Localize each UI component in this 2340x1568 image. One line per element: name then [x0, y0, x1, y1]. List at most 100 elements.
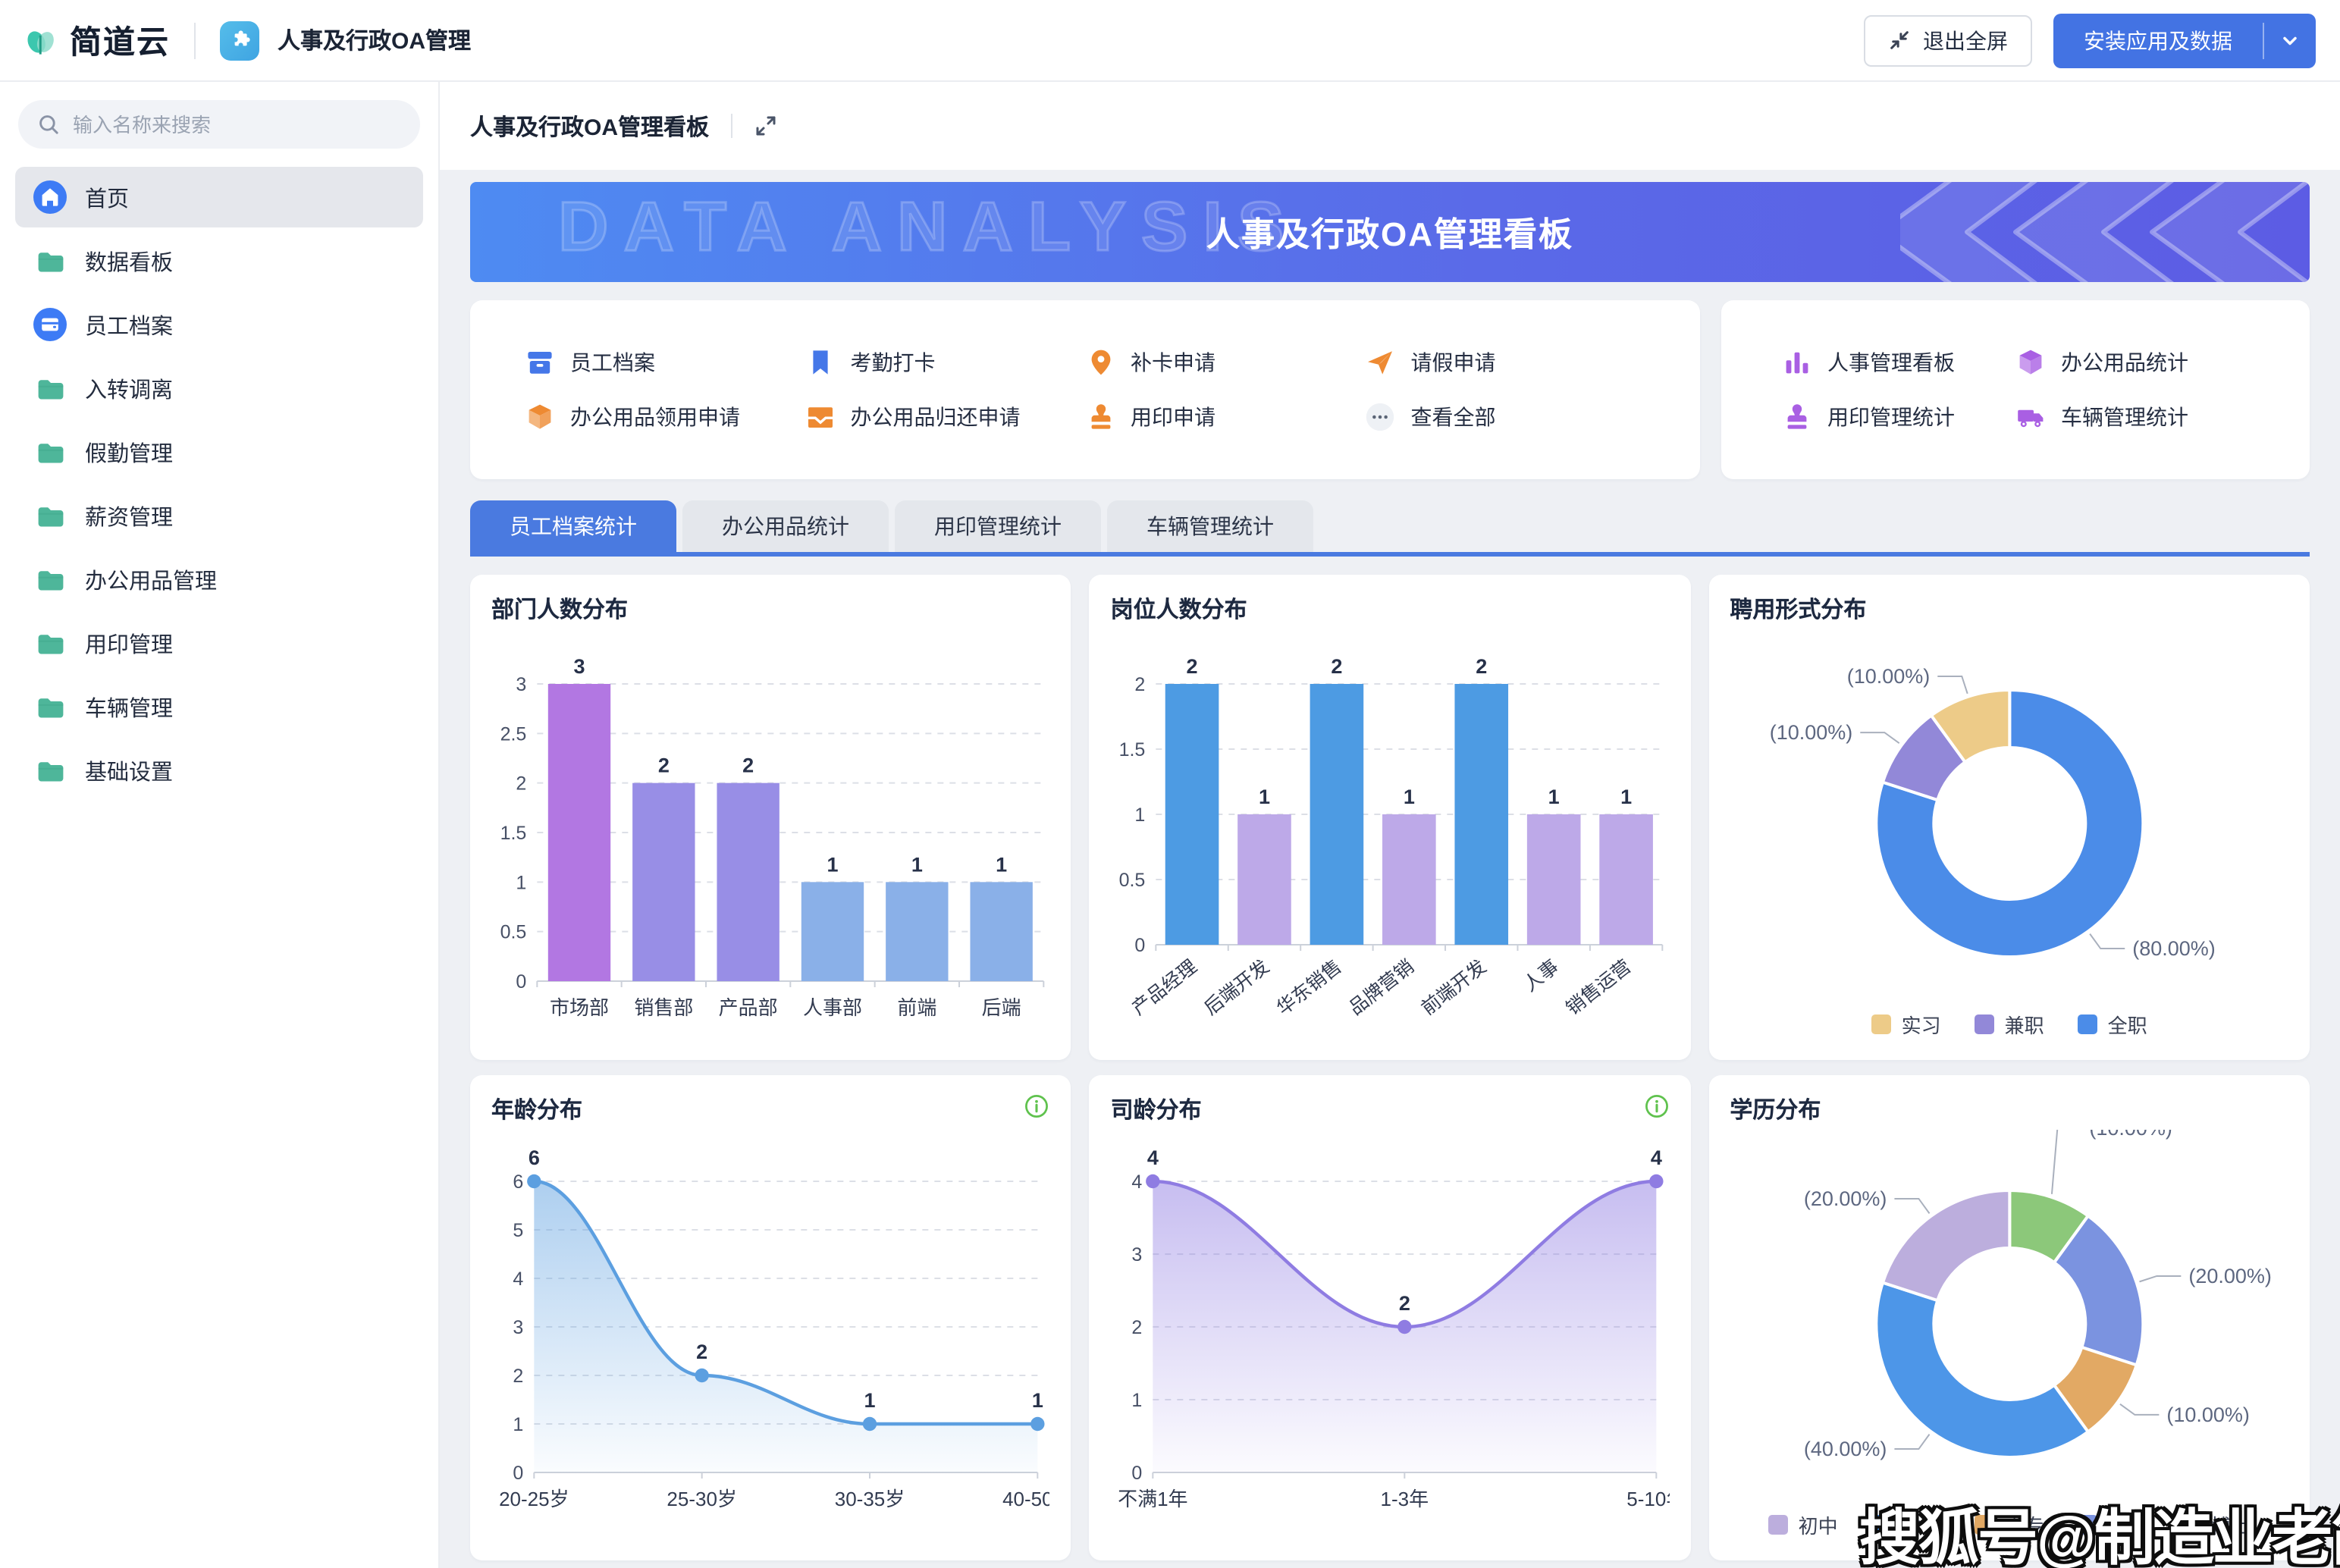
legend-item-全职[interactable]: 全职	[2077, 1009, 2147, 1038]
sidebar-item-入转调离[interactable]: 入转调离	[15, 358, 423, 419]
svg-text:25-30岁: 25-30岁	[667, 1488, 737, 1510]
dashboard-content: DATA ANALYSIS 人事及行政OA管理看板 员工档案 考勤打卡 补卡申请 请假…	[440, 170, 2340, 1568]
stamp-icon	[1085, 402, 1115, 432]
svg-text:2: 2	[1399, 1292, 1410, 1315]
svg-text:20-25岁: 20-25岁	[499, 1488, 569, 1510]
svg-text:产品部: 产品部	[719, 996, 778, 1019]
legend-item-大专[interactable]: 大专	[1974, 1510, 2044, 1538]
legend-swatch	[1871, 1514, 1891, 1534]
sidebar-item-假勤管理[interactable]: 假勤管理	[15, 422, 423, 482]
legend-item-硕士[interactable]: 硕士	[2077, 1510, 2147, 1538]
svg-text:0: 0	[513, 1463, 523, 1484]
sidebar-item-车辆管理[interactable]: 车辆管理	[15, 676, 423, 737]
legend-item-实习[interactable]: 实习	[1871, 1009, 1941, 1038]
install-app-label: 安装应用及数据	[2084, 28, 2232, 52]
quick-link-考勤打卡[interactable]: 考勤打卡	[805, 347, 1086, 378]
quick-link-label: 用印申请	[1131, 405, 1215, 429]
sidebar-item-员工档案[interactable]: 员工档案	[15, 294, 423, 355]
legend-label: 兼职	[2004, 1014, 2044, 1036]
svg-text:1: 1	[864, 1389, 875, 1412]
svg-text:0: 0	[516, 971, 526, 993]
svg-text:(10.00%): (10.00%)	[1769, 721, 1852, 744]
tab-办公用品统计[interactable]: 办公用品统计	[682, 500, 889, 552]
legend-label: 大专	[2004, 1514, 2044, 1537]
chevron-down-icon[interactable]	[2264, 13, 2316, 67]
sidebar-item-数据看板[interactable]: 数据看板	[15, 230, 423, 291]
svg-text:1: 1	[996, 853, 1007, 876]
quick-link-请假申请[interactable]: 请假申请	[1366, 347, 1646, 378]
legend-item-博士[interactable]: 博士	[2180, 1510, 2251, 1538]
quick-link-车辆管理统计[interactable]: 车辆管理统计	[2015, 402, 2249, 432]
folder-icon	[33, 499, 67, 532]
sidebar-item-首页[interactable]: 首页	[15, 167, 423, 227]
quick-link-办公用品归还申请[interactable]: 办公用品归还申请	[805, 402, 1086, 432]
install-app-button[interactable]: 安装应用及数据	[2053, 13, 2316, 67]
svg-text:4: 4	[1132, 1171, 1143, 1193]
tab-员工档案统计[interactable]: 员工档案统计	[470, 500, 676, 552]
quick-link-办公用品领用申请[interactable]: 办公用品领用申请	[525, 402, 805, 432]
quick-link-用印管理统计[interactable]: 用印管理统计	[1782, 402, 2015, 432]
quick-link-补卡申请[interactable]: 补卡申请	[1085, 347, 1366, 378]
svg-text:1.5: 1.5	[500, 823, 527, 844]
quick-link-办公用品统计[interactable]: 办公用品统计	[2015, 347, 2249, 378]
svg-text:3: 3	[516, 674, 526, 695]
legend-swatch	[1974, 1514, 1994, 1534]
legend-item-兼职[interactable]: 兼职	[1974, 1009, 2044, 1038]
sidebar-item-基础设置[interactable]: 基础设置	[15, 740, 423, 801]
page-title-bar: 人事及行政OA管理看板	[440, 82, 2340, 170]
exit-fullscreen-button[interactable]: 退出全屏	[1864, 14, 2032, 66]
banner-background-text: DATA ANALYSIS	[557, 186, 1300, 267]
quick-link-label: 车辆管理统计	[2061, 405, 2188, 429]
search-input[interactable]	[73, 113, 402, 136]
stats-links-panel: 人事管理看板 办公用品统计 用印管理统计 车辆管理统计	[1721, 300, 2310, 479]
svg-text:后端: 后端	[982, 996, 1021, 1019]
info-icon[interactable]	[1024, 1093, 1050, 1119]
brand-logo[interactable]: 简道云	[24, 17, 170, 63]
svg-text:产品经理: 产品经理	[1128, 956, 1201, 1020]
tab-用印管理统计[interactable]: 用印管理统计	[895, 500, 1101, 552]
svg-text:2: 2	[1332, 655, 1343, 678]
chart-card-education-distribution: 学历分布 (10.00%) (20.00%) (10.00%) (40.00%) (20…	[1708, 1075, 2310, 1560]
sidebar-item-办公用品管理[interactable]: 办公用品管理	[15, 549, 423, 610]
banner-title: 人事及行政OA管理看板	[1206, 215, 1573, 253]
quick-link-label: 办公用品归还申请	[850, 405, 1021, 429]
chart-title: 司龄分布	[1110, 1098, 1202, 1124]
legend-swatch	[2077, 1014, 2097, 1033]
sidebar-item-label: 假勤管理	[85, 442, 173, 466]
bar-chart-icon	[1782, 347, 1812, 378]
quick-link-label: 请假申请	[1410, 350, 1496, 375]
archive-icon	[33, 308, 67, 341]
banner-chevrons-decoration	[1900, 182, 2310, 282]
legend-item-本科[interactable]: 本科	[1871, 1510, 1941, 1538]
sidebar-search[interactable]	[18, 100, 420, 149]
quick-link-用印申请[interactable]: 用印申请	[1085, 402, 1366, 432]
collapse-arrows-icon	[1888, 29, 1911, 52]
legend-label: 初中	[1798, 1514, 1838, 1537]
expand-fullscreen-icon[interactable]	[753, 114, 777, 138]
quick-link-人事管理看板[interactable]: 人事管理看板	[1782, 347, 2015, 378]
svg-text:5: 5	[513, 1220, 523, 1241]
bookmark-icon	[805, 347, 836, 378]
svg-text:0: 0	[1135, 935, 1146, 956]
legend-label: 全职	[2107, 1014, 2147, 1036]
svg-text:不满1年: 不满1年	[1118, 1488, 1188, 1510]
svg-text:0.5: 0.5	[500, 922, 527, 943]
quick-link-员工档案[interactable]: 员工档案	[525, 347, 805, 378]
quick-links-panel: 员工档案 考勤打卡 补卡申请 请假申请办公用品领用申请 办公用品归还申请 用印申请 查看全部	[470, 300, 1700, 479]
sidebar-item-label: 首页	[85, 187, 129, 212]
sidebar-item-薪资管理[interactable]: 薪资管理	[15, 485, 423, 546]
legend-label: 实习	[1901, 1014, 1941, 1036]
sidebar-item-label: 用印管理	[85, 633, 173, 657]
home-icon	[33, 180, 67, 214]
svg-text:1: 1	[1132, 1390, 1143, 1411]
archive-box-icon	[525, 347, 555, 378]
quick-link-查看全部[interactable]: 查看全部	[1366, 402, 1646, 432]
bar-chart-position: 0 0.5 1 1.5 2 2 产品经理 1 后端开发 2 华东销售 1 品牌营销 2 前端开发 1 人事 1 销售…	[1111, 629, 1670, 1042]
svg-text:后端开发: 后端开发	[1201, 956, 1274, 1020]
tab-车辆管理统计[interactable]: 车辆管理统计	[1107, 500, 1313, 552]
sidebar-item-用印管理[interactable]: 用印管理	[15, 613, 423, 673]
legend-item-初中[interactable]: 初中	[1768, 1510, 1838, 1538]
info-icon[interactable]	[1643, 1093, 1669, 1119]
svg-text:1: 1	[1259, 786, 1271, 808]
